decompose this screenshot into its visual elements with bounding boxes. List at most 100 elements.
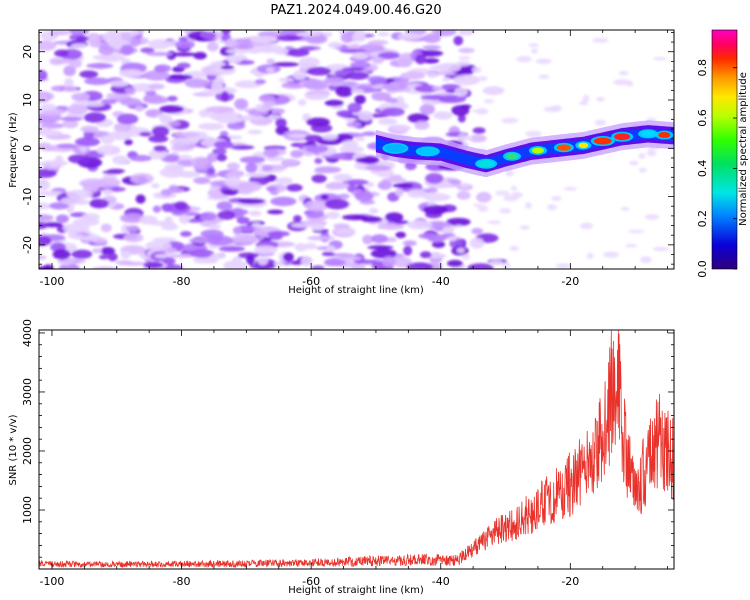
noise-blob xyxy=(159,105,184,114)
noise-blob xyxy=(285,183,303,192)
noise-blob xyxy=(190,156,211,167)
noise-blob xyxy=(71,92,91,102)
noise-blob xyxy=(247,129,263,135)
noise-blob xyxy=(162,257,176,265)
noise-blob xyxy=(618,70,629,76)
noise-blob xyxy=(455,224,463,228)
noise-blob xyxy=(425,172,444,184)
noise-blob xyxy=(168,184,179,192)
heatmap-y-ticks: -20 -10 0 10 20 xyxy=(21,32,674,265)
noise-blob xyxy=(263,148,280,158)
noise-blob xyxy=(49,30,72,36)
noise-blob xyxy=(120,97,142,107)
noise-blob xyxy=(627,229,645,234)
noise-blob xyxy=(305,34,328,44)
noise-blob xyxy=(143,261,164,269)
noise-blob xyxy=(415,54,427,65)
noise-blob xyxy=(472,203,483,208)
noise-blob xyxy=(98,53,126,63)
noise-blob xyxy=(42,110,66,115)
noise-blob xyxy=(362,131,377,136)
noise-blob xyxy=(39,179,51,191)
snr-y-ticks: 1000 2000 3000 4000 xyxy=(21,319,674,570)
noise-blob xyxy=(399,71,426,80)
noise-blob xyxy=(107,130,133,141)
noise-blob xyxy=(67,154,91,164)
noise-blob xyxy=(187,138,199,144)
noise-blob xyxy=(377,31,391,37)
noise-blob xyxy=(530,48,538,54)
noise-blob xyxy=(478,75,488,82)
noise-blob xyxy=(84,77,111,85)
noise-blob xyxy=(516,55,532,63)
noise-blob xyxy=(116,113,139,125)
y-tick-label: 4000 xyxy=(21,319,34,347)
noise-blob xyxy=(298,56,320,68)
noise-blob xyxy=(368,76,388,85)
noise-blob xyxy=(66,189,93,199)
noise-blob xyxy=(551,196,562,201)
noise-blob xyxy=(381,256,396,268)
noise-blob xyxy=(210,253,226,260)
noise-blob xyxy=(135,194,146,204)
noise-blob xyxy=(425,187,438,194)
noise-blob xyxy=(487,220,502,225)
colorbar-label: Normalized spectral amplitude xyxy=(738,72,749,226)
noise-blob xyxy=(39,221,48,230)
noise-blob xyxy=(456,190,471,200)
noise-blob xyxy=(39,69,48,81)
noise-blob xyxy=(403,245,413,256)
noise-blob xyxy=(453,35,464,46)
noise-blob xyxy=(288,133,309,139)
noise-blob xyxy=(482,86,505,96)
noise-blob xyxy=(55,214,69,224)
noise-blob xyxy=(495,190,510,196)
noise-blob xyxy=(579,100,589,106)
noise-blob xyxy=(310,223,325,231)
noise-blob xyxy=(83,112,107,123)
noise-blob xyxy=(52,249,71,260)
noise-blob xyxy=(160,188,173,197)
noise-blob xyxy=(48,161,59,168)
signal-peak xyxy=(641,130,656,137)
noise-blob xyxy=(287,48,310,57)
noise-blob xyxy=(266,58,275,65)
noise-blob xyxy=(268,115,283,120)
noise-blob xyxy=(419,103,436,115)
noise-blob xyxy=(296,32,322,37)
noise-blob xyxy=(56,143,78,149)
noise-blob xyxy=(129,154,152,162)
colorbar-tick-label: 0.6 xyxy=(696,109,709,127)
noise-blob xyxy=(232,226,242,235)
x-tick-label: -100 xyxy=(39,575,64,588)
noise-blob xyxy=(422,33,441,44)
noise-blob xyxy=(89,198,109,209)
noise-blob xyxy=(151,125,170,137)
noise-blob xyxy=(39,202,52,210)
noise-blob xyxy=(164,163,185,172)
noise-blob xyxy=(245,162,258,173)
noise-blob xyxy=(76,35,89,42)
noise-blob xyxy=(267,209,284,215)
noise-blob xyxy=(638,152,646,159)
noise-blob xyxy=(307,93,329,101)
noise-blob xyxy=(98,45,115,56)
noise-blob xyxy=(471,227,484,235)
noise-blob xyxy=(603,251,620,258)
noise-blob xyxy=(304,134,323,142)
noise-blob xyxy=(300,256,313,267)
noise-blob xyxy=(238,181,262,192)
noise-blob xyxy=(269,233,283,241)
noise-blob xyxy=(100,98,117,105)
noise-blob xyxy=(224,54,243,64)
noise-blob xyxy=(625,243,638,248)
noise-blob xyxy=(227,169,243,179)
noise-blob xyxy=(209,68,227,73)
noise-blob xyxy=(382,82,408,91)
noise-blob xyxy=(395,188,404,197)
noise-blob xyxy=(652,246,669,252)
noise-blob xyxy=(216,153,227,162)
noise-blob xyxy=(112,155,129,165)
noise-blob xyxy=(143,70,170,81)
noise-blob xyxy=(81,101,105,107)
